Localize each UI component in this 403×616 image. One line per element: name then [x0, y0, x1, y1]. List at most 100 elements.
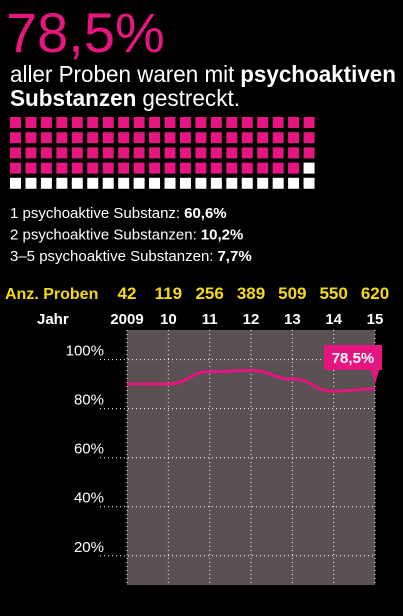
waffle-square	[272, 147, 284, 159]
waffle-square	[257, 162, 269, 174]
x-axis-label: Jahr	[37, 311, 69, 328]
waffle-square	[288, 117, 300, 128]
waffle-square	[195, 117, 207, 128]
waffle-square	[10, 177, 21, 189]
waffle-square	[257, 132, 269, 144]
waffle-square	[241, 162, 253, 174]
annotation: 78,5%	[332, 350, 375, 367]
waffle-square	[288, 132, 300, 144]
waffle-square	[56, 177, 68, 189]
title: 78,5%	[6, 1, 165, 64]
waffle-square	[303, 162, 315, 174]
waffle-square	[56, 117, 68, 128]
waffle-square	[133, 147, 145, 159]
waffle-square	[179, 162, 191, 174]
x-tick-label: 13	[284, 311, 301, 328]
x-tick-label: 12	[243, 311, 260, 328]
waffle-square	[210, 147, 222, 159]
waffle-square	[10, 117, 21, 128]
breakdown-value: 7,7%	[217, 248, 251, 265]
count-label: 550	[319, 284, 347, 303]
waffle-square	[179, 117, 191, 128]
waffle-square	[303, 177, 315, 189]
waffle-square	[272, 117, 284, 128]
breakdown-label: 1 psychoaktive Substanz:	[10, 205, 180, 222]
waffle-square	[102, 177, 114, 189]
subtitle-bold: psychoaktiven	[240, 61, 396, 87]
waffle-square	[40, 132, 52, 144]
waffle-square	[226, 117, 238, 128]
y-tick-label: 40%	[74, 490, 104, 507]
waffle-square	[226, 147, 238, 159]
waffle-square	[257, 117, 269, 128]
waffle-square	[25, 147, 37, 159]
waffle-square	[272, 177, 284, 189]
waffle-square	[195, 147, 207, 159]
waffle-square	[102, 132, 114, 144]
waffle-square	[179, 147, 191, 159]
waffle-square	[133, 117, 145, 128]
line	[127, 368, 376, 393]
count-label: 509	[278, 284, 306, 303]
count-label: 119	[155, 284, 182, 303]
annotation-box	[324, 345, 382, 385]
waffle-square	[10, 132, 21, 144]
waffle-square	[303, 117, 315, 128]
waffle-square	[195, 162, 207, 174]
waffle-square	[25, 117, 37, 128]
waffle-square	[226, 177, 238, 189]
waffle-square	[195, 132, 207, 144]
waffle-square	[40, 147, 52, 159]
breakdown-line: 2 psychoaktive Substanzen: 10,2%	[10, 227, 243, 244]
waffle-square	[10, 162, 21, 174]
waffle-square	[10, 147, 21, 159]
waffle-square	[133, 162, 145, 174]
waffle-square	[272, 162, 284, 174]
waffle-square	[118, 117, 130, 128]
waffle-square	[118, 132, 130, 144]
waffle-square	[210, 117, 222, 128]
waffle-square	[210, 132, 222, 144]
waffle-square	[118, 147, 130, 159]
waffle-square	[241, 147, 253, 159]
count-label: 42	[118, 284, 137, 303]
waffle-square	[257, 177, 269, 189]
waffle-square	[25, 177, 37, 189]
waffle-square	[241, 132, 253, 144]
waffle-square	[149, 177, 161, 189]
y-tick-label: 100%	[66, 343, 104, 360]
waffle-square	[25, 132, 37, 144]
waffle-square	[71, 162, 83, 174]
waffle-square	[40, 162, 52, 174]
counts-label: Anz. Proben	[5, 286, 98, 303]
waffle-square	[71, 147, 83, 159]
waffle-square	[40, 177, 52, 189]
waffle-square	[25, 162, 37, 174]
x-tick-label: 14	[325, 311, 342, 328]
count-label: 389	[237, 284, 265, 303]
waffle-square	[164, 132, 176, 144]
waffle-square	[164, 147, 176, 159]
waffle-square	[102, 117, 114, 128]
breakdown-line: 3–5 psychoaktive Substanzen: 7,7%	[10, 248, 252, 265]
waffle-square	[210, 162, 222, 174]
waffle-square	[87, 117, 99, 128]
waffle-square	[226, 162, 238, 174]
subtitle-line: Substanzen gestreckt.	[10, 85, 240, 111]
waffle-square	[179, 177, 191, 189]
waffle-square	[133, 132, 145, 144]
breakdown-label: 3–5 psychoaktive Substanzen:	[10, 248, 213, 265]
waffle-square	[149, 162, 161, 174]
subtitle-text: gestreckt.	[142, 85, 240, 111]
waffle-square	[56, 147, 68, 159]
y-tick-label: 60%	[74, 441, 104, 458]
breakdown-line: 1 psychoaktive Substanz: 60,6%	[10, 205, 227, 222]
subtitle-bold: Substanzen	[10, 85, 136, 111]
waffle-square	[241, 117, 253, 128]
waffle-square	[288, 147, 300, 159]
x-tick-label: 2009	[110, 311, 143, 328]
waffle-square	[118, 177, 130, 189]
waffle-square	[149, 147, 161, 159]
waffle-square	[149, 117, 161, 128]
